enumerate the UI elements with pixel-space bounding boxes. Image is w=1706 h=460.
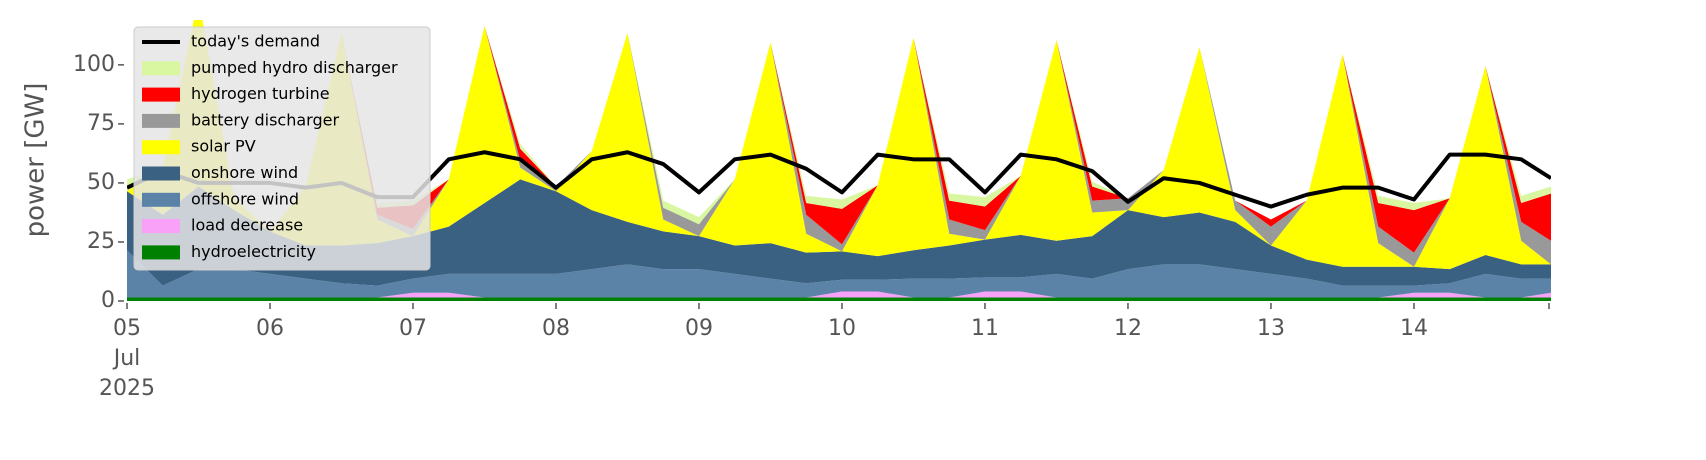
- legend-label: hydrogen turbine: [191, 84, 330, 103]
- legend-label: hydroelectricity: [191, 242, 316, 261]
- legend-swatch: [142, 166, 180, 181]
- x-tick-label: 09: [685, 316, 713, 341]
- area: [127, 250, 1551, 298]
- legend-box: [133, 26, 431, 271]
- legend-swatch: [142, 192, 180, 207]
- y-tick-label: 75: [87, 111, 115, 136]
- area: [127, 20, 1551, 253]
- legend-swatch: [142, 245, 180, 260]
- legend-label: solar PV: [191, 137, 256, 156]
- area: [127, 297, 1551, 301]
- y-tick-label: 50: [87, 170, 115, 195]
- legend-label: load decrease: [191, 216, 303, 235]
- x-tick-label: 11: [971, 316, 999, 341]
- legend-swatch: [142, 87, 180, 102]
- legend-swatch: [142, 140, 180, 155]
- x-tick-label: 08: [542, 316, 570, 341]
- y-tick-label: 0: [101, 288, 115, 313]
- x-tick-label: 13: [1257, 316, 1285, 341]
- x-tick-label: 07: [399, 316, 427, 341]
- legend-swatch: [142, 219, 180, 234]
- x-tick-label: 06: [256, 316, 284, 341]
- y-tick-label: 25: [87, 229, 115, 254]
- y-axis-label: power [GW]: [21, 83, 51, 238]
- legend-label: pumped hydro discharger: [191, 58, 398, 77]
- area: [127, 291, 1551, 298]
- legend: today's demand pumped hydro discharger hyd…: [133, 26, 431, 271]
- legend-label: today's demand: [191, 32, 320, 51]
- y-tick-label: 100: [73, 52, 115, 77]
- area: [127, 20, 1551, 270]
- x-tick-label: 05 Jul 2025: [99, 316, 155, 401]
- x-tick-label: 12: [1114, 316, 1142, 341]
- area: [127, 179, 1551, 286]
- legend-label: onshore wind: [191, 163, 298, 182]
- x-tick-label: 10: [828, 316, 856, 341]
- legend-label: offshore wind: [191, 189, 299, 208]
- legend-swatch: [142, 61, 180, 76]
- legend-label: battery discharger: [191, 110, 339, 129]
- legend-swatch: [142, 113, 180, 128]
- x-tick-label: 14: [1400, 316, 1428, 341]
